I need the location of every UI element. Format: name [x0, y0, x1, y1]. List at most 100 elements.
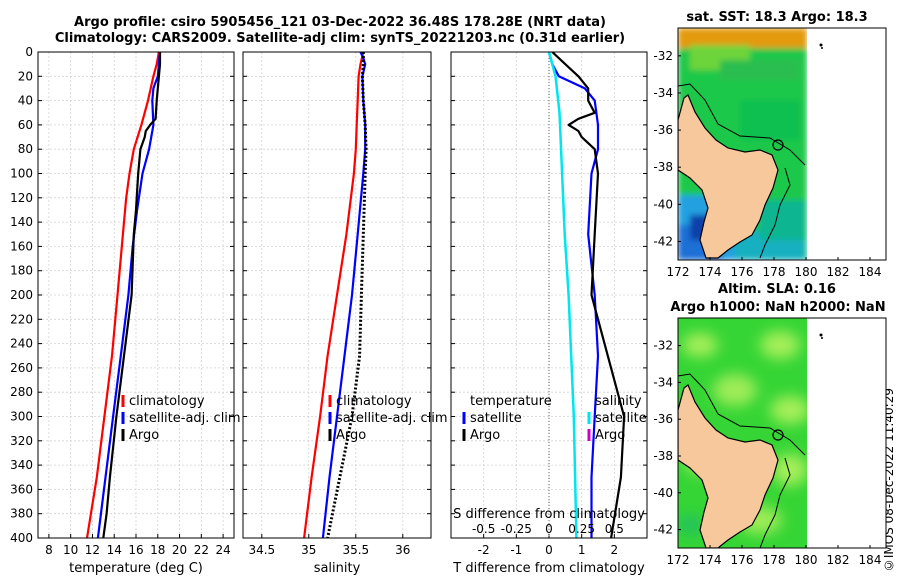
- map-y-tick-label: -38: [653, 160, 673, 174]
- legend-entry: Argo: [336, 428, 366, 443]
- top-tick-label: -0.5: [472, 522, 495, 536]
- x-tick-label: 18: [150, 543, 165, 557]
- map-x-tick-label: 174: [699, 265, 722, 279]
- map-x-tick-label: 180: [795, 553, 818, 567]
- sla-map-title: Altim. SLA: 0.16: [718, 282, 836, 297]
- map-y-tick-label: -32: [653, 339, 673, 353]
- legend-title: temperature: [470, 394, 552, 409]
- kermadec-island: [819, 333, 823, 337]
- legend-title: salinity: [595, 394, 642, 409]
- y-tick-label: 280: [10, 385, 33, 399]
- y-tick-label: 120: [10, 191, 33, 205]
- map-x-tick-label: 178: [763, 265, 786, 279]
- legend-entry: Argo: [595, 428, 625, 443]
- map-y-tick-label: -40: [653, 197, 673, 211]
- legend-entry: satellite-adj. clim: [129, 411, 241, 426]
- map-x-tick-label: 182: [827, 553, 850, 567]
- x-tick-label: 12: [85, 543, 100, 557]
- map-y-tick-label: -42: [653, 523, 673, 537]
- y-tick-label: 300: [10, 410, 33, 424]
- legend-entry: Argo: [470, 428, 500, 443]
- map-y-tick-label: -34: [653, 375, 673, 389]
- argo-height-title: Argo h1000: NaN h2000: NaN: [670, 300, 886, 315]
- legend-entry: satellite: [595, 411, 647, 426]
- x-tick-label: 24: [215, 543, 230, 557]
- x-tick-label: 34.5: [248, 543, 275, 557]
- y-tick-label: 400: [10, 531, 33, 545]
- isobath-contour: [759, 167, 791, 259]
- map-y-tick-label: -40: [653, 486, 673, 500]
- plot-title-line2: Climatology: CARS2009. Satellite-adj cli…: [54, 31, 626, 46]
- y-tick-label: 60: [18, 118, 33, 132]
- top-tick-label: 0.25: [568, 522, 595, 536]
- top-axis-label: S difference from climatology: [453, 507, 645, 522]
- y-tick-label: 320: [10, 434, 33, 448]
- legend-entry: climatology: [129, 394, 205, 409]
- top-tick-label: 0: [545, 522, 553, 536]
- plot-frame: [242, 51, 432, 539]
- x-tick-label: 8: [45, 543, 53, 557]
- sst-map-ticks: 172 174 176 178 180 182 184 -32 -34 -36 -38 -40 -42: [653, 49, 881, 279]
- map-x-tick-label: 178: [763, 553, 786, 567]
- top-tick-label: -0.25: [501, 522, 532, 536]
- t-argo-diff-line: [551, 51, 626, 539]
- y-tick-label: 180: [10, 264, 33, 278]
- isobath-contour: [678, 83, 806, 166]
- map-x-tick-label: 172: [667, 265, 690, 279]
- salinity-panel: 34.5 35 35.5 36 salinity climatology satellite…: [242, 51, 448, 576]
- x-tick-label: 20: [172, 543, 187, 557]
- argo-position-marker: [772, 139, 784, 151]
- map-y-tick-label: -34: [653, 86, 673, 100]
- map-y-tick-label: -32: [653, 49, 673, 63]
- x-tick-label: 14: [107, 543, 122, 557]
- map-x-tick-label: 184: [859, 265, 882, 279]
- t-satellite-diff-line: [547, 51, 600, 538]
- map-y-tick-label: -36: [653, 412, 673, 426]
- y-tick-label: 100: [10, 167, 33, 181]
- argo-line: [102, 52, 162, 539]
- y-tick-label: 380: [10, 507, 33, 521]
- top-tick-label: 0.5: [605, 522, 624, 536]
- map-x-tick-label: 174: [699, 553, 722, 567]
- nz-landmass: [678, 384, 779, 548]
- map-y-tick-label: -38: [653, 449, 673, 463]
- map-x-tick-label: 176: [731, 265, 754, 279]
- x-axis-label: salinity: [314, 561, 361, 576]
- plot-frame: [37, 51, 235, 539]
- x-tick-label: 1: [578, 543, 586, 557]
- map-x-tick-label: 180: [795, 265, 818, 279]
- plot-title-line1: Argo profile: csiro 5905456_121 03-Dec-2…: [74, 15, 606, 30]
- map-x-tick-label: 172: [667, 553, 690, 567]
- sst-map: 172 174 176 178 180 182 184 -32 -34 -36 -38 -40 -42: [653, 27, 887, 279]
- legend-entry: satellite-adj. clim: [336, 411, 448, 426]
- nz-landmass: [678, 94, 779, 259]
- map-x-tick-label: 182: [827, 265, 850, 279]
- sst-map-title: sat. SST: 18.3 Argo: 18.3: [686, 10, 868, 25]
- x-tick-label: 35.5: [342, 543, 369, 557]
- kermadec-island: [819, 43, 823, 47]
- kermadec-island: [821, 47, 823, 49]
- y-tick-label: 260: [10, 361, 33, 375]
- map-y-tick-label: -42: [653, 234, 673, 248]
- x-tick-label: -2: [478, 543, 490, 557]
- y-tick-label: 80: [18, 142, 33, 156]
- isobath-contour: [759, 457, 791, 548]
- x-tick-label: 2: [611, 543, 619, 557]
- plot-frame: [450, 51, 648, 539]
- argo-line: [326, 52, 368, 539]
- x-tick-label: 0: [545, 543, 553, 557]
- map-x-tick-label: 176: [731, 553, 754, 567]
- x-axis-label: T difference from climatology: [452, 561, 645, 576]
- sla-map: 172 174 176 178 180 182 184 -32 -34 -36 -38 -40 -42: [653, 317, 887, 567]
- map-x-tick-label: 184: [859, 553, 882, 567]
- y-tick-label: 40: [18, 94, 33, 108]
- sla-map-ticks: 172 174 176 178 180 182 184 -32 -34 -36 -38 -40 -42: [653, 339, 881, 567]
- y-tick-label: 140: [10, 215, 33, 229]
- s-satellite-diff-line: [547, 51, 578, 539]
- isobath-contour: [678, 373, 806, 456]
- climatology-line: [303, 51, 365, 539]
- x-tick-label: -1: [510, 543, 522, 557]
- satellite-line: [96, 51, 162, 539]
- legend-entry: Argo: [129, 428, 159, 443]
- x-tick-label: 35: [301, 543, 316, 557]
